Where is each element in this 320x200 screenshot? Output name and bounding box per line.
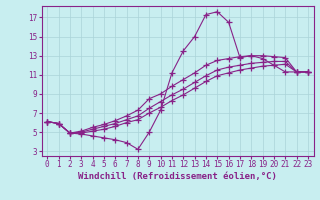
X-axis label: Windchill (Refroidissement éolien,°C): Windchill (Refroidissement éolien,°C) [78,172,277,181]
